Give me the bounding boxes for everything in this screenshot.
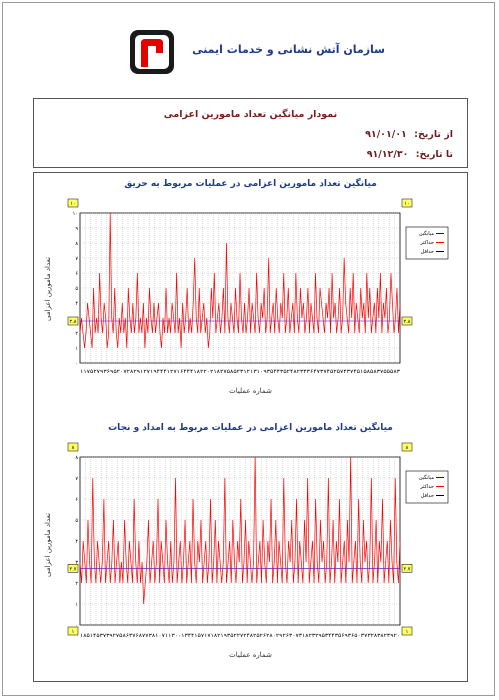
y-tick-label: ۵ [75, 518, 78, 524]
min-badge-left: ۱ [67, 626, 79, 636]
svg-text:۲.۷: ۲.۷ [70, 566, 77, 572]
chart-fire-title: میانگین تعداد مامورین اعزامی در عملیات م… [124, 179, 377, 189]
chart-fire-xlabel: شماره عملیات [229, 387, 272, 395]
y-tick-label: ۱۰ [73, 211, 78, 217]
chart-rescue-xlabel: شماره عملیات [229, 651, 272, 659]
x-tick-labels: ۱۱۷۵۲۷۹۳۶۹۵۲۰۷۲۸۲۹۱۲۷۱۹۴۴۴۱۲۷۱۶۴۴۴۱۸۲۲۰۲… [80, 369, 400, 375]
y-tick-label: ۵ [75, 286, 78, 292]
fire-department-logo [130, 30, 174, 74]
series-line [79, 456, 401, 605]
max-badge-left: ۱۰ [67, 198, 79, 208]
x-tick-labels: ۱۸۵۱۴۵۳۷۳۹۲۷۵۸۶۳۷۶۸۷۷۳۸۱۰۷۱۱۳۰۰۱۳۴۴۱۵۷۱۷… [80, 633, 400, 639]
avg-badge-right: ۲.۸ [401, 316, 413, 326]
chart-fire-ylabel: تعداد مامورین اعزامی [44, 257, 52, 321]
svg-text:۱۰: ۱۰ [70, 201, 75, 207]
y-tick-label: ۷ [75, 476, 78, 482]
legend-entry: حداکثر [419, 240, 434, 246]
y-tick-label: ۳ [75, 560, 78, 566]
y-tick-label: ۸ [75, 455, 78, 461]
chart-rescue-title: میانگین تعداد مامورین اعزامی در عملیات م… [108, 423, 393, 433]
y-tick-label: ۰ [75, 361, 78, 367]
series-line [79, 212, 401, 349]
svg-text:۱: ۱ [72, 629, 75, 635]
y-tick-label: ۲ [75, 331, 78, 337]
to-date-row: تا تاریخ: ۹۱/۱۲/۳۰ [367, 149, 453, 160]
y-tick-label: ۴ [75, 301, 78, 307]
y-tick-label: ۴ [75, 539, 78, 545]
to-date-value: ۹۱/۱۲/۳۰ [366, 149, 409, 160]
report-info-box: نمودار میانگین تعداد مامورین اعزامی از ت… [33, 98, 468, 168]
legend-entry: میانگین [419, 230, 435, 237]
y-tick-label: ۹ [75, 226, 78, 232]
svg-text:۱: ۱ [406, 629, 409, 635]
y-tick-label: ۶ [75, 497, 78, 503]
y-tick-label: ۱ [75, 346, 78, 352]
y-tick-label: ۷ [75, 256, 78, 262]
min-badge-right: ۱ [401, 626, 413, 636]
avg-badge-right: ۲.۷ [401, 564, 413, 573]
svg-text:۸: ۸ [406, 445, 409, 451]
from-date-value: ۹۱/۰۱/۰۱ [365, 129, 407, 140]
legend-entry: حداقل [421, 249, 434, 255]
svg-text:۲.۸: ۲.۸ [404, 319, 411, 325]
y-tick-label: ۱ [75, 602, 78, 608]
legend: میانگین حداکثر حداقل [405, 470, 449, 504]
svg-text:۲.۸: ۲.۸ [70, 319, 77, 325]
legend-entry: حداقل [421, 493, 434, 499]
report-header: سازمان آتش نشانی و خدمات ایمنی [3, 3, 494, 93]
from-date-row: از تاریخ: ۹۱/۰۱/۰۱ [365, 129, 453, 140]
y-tick-label: ۸ [75, 241, 78, 247]
chart-fire: ۰۱۲۳۴۵۶۷۸۹۱۰۱۰۱۰۲.۸۲.۸۱۱۷۵۲۷۹۳۶۹۵۲۰۷۲۸۲۹… [67, 198, 449, 375]
legend-entry: میانگین [419, 474, 435, 481]
y-tick-label: ۶ [75, 271, 78, 277]
y-tick-label: ۰ [75, 623, 78, 629]
svg-text:۱۰: ۱۰ [404, 201, 409, 207]
from-date-label: از تاریخ: [414, 129, 453, 140]
avg-badge-left: ۲.۸ [67, 316, 79, 326]
svg-text:۲.۷: ۲.۷ [404, 566, 411, 572]
chart-rescue-ylabel: تعداد مامورین اعزامی [44, 513, 52, 577]
report-page: سازمان آتش نشانی و خدمات ایمنی نمودار می… [2, 2, 495, 696]
legend: میانگین حداکثر حداقل [405, 226, 449, 260]
to-date-label: تا تاریخ: [415, 149, 453, 160]
charts-box: میانگین تعداد مامورین اعزامی در عملیات م… [33, 172, 468, 682]
report-title: نمودار میانگین تعداد مامورین اعزامی [163, 109, 338, 120]
max-badge-right: ۱۰ [401, 198, 413, 208]
max-badge-right: ۸ [401, 442, 413, 452]
y-tick-label: ۲ [75, 581, 78, 587]
svg-text:۸: ۸ [72, 445, 75, 451]
organization-name: سازمان آتش نشانی و خدمات ایمنی [192, 43, 385, 56]
avg-badge-left: ۲.۷ [67, 564, 79, 573]
max-badge-left: ۸ [67, 442, 79, 452]
legend-entry: حداکثر [419, 484, 434, 490]
